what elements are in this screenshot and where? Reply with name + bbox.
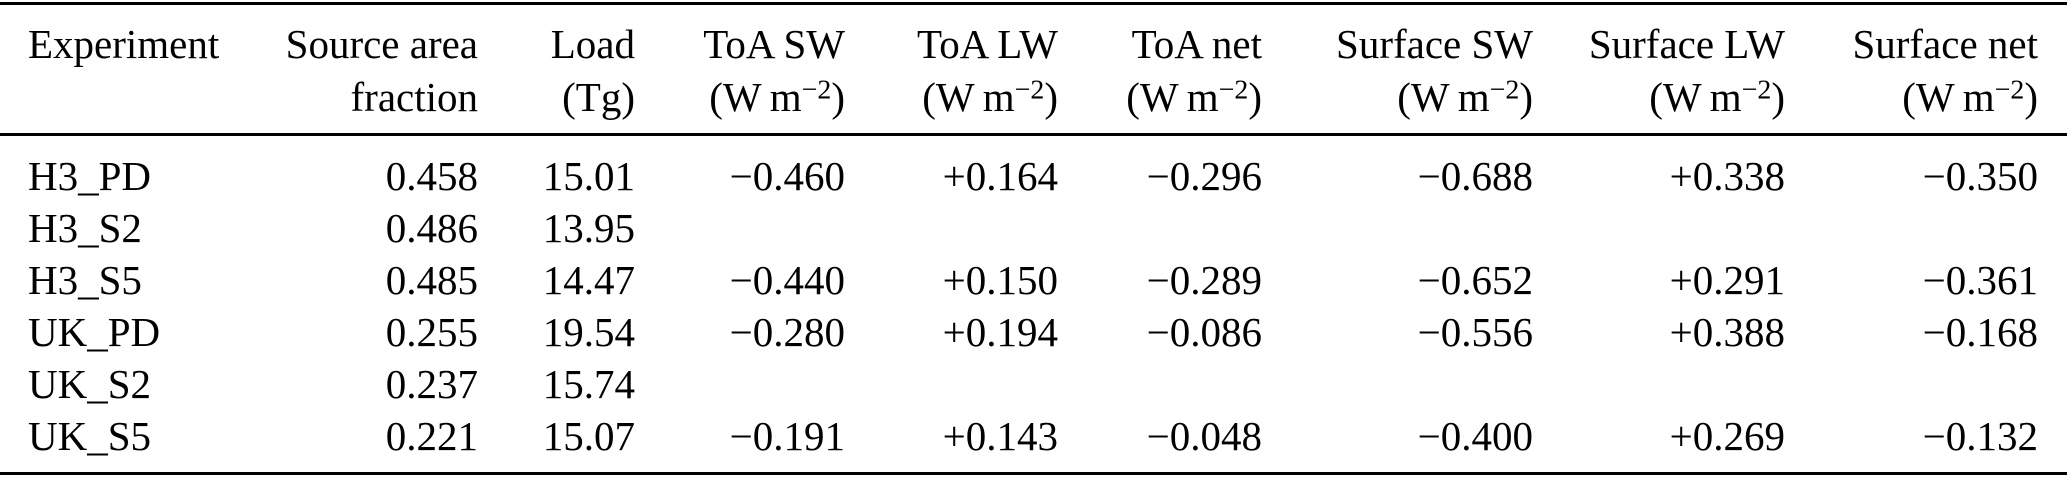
cell-surface-lw: +0.388 xyxy=(1669,309,1785,355)
cell-surface-net xyxy=(1785,358,2067,410)
cell-surface-lw: +0.269 xyxy=(1669,413,1785,459)
cell-source-area-fraction: 0.458 xyxy=(385,153,478,199)
col-header-surface-sw-label: Surface SW xyxy=(1336,21,1533,67)
table-row-h3-pd: H3_PD 0.458 15.01 −0.460 +0.164 −0.296 −… xyxy=(0,135,2067,203)
cell-surface-lw xyxy=(1533,358,1785,410)
cell-load: 15.07 xyxy=(542,413,635,459)
unit-exponent: −2 xyxy=(1994,74,2025,106)
col-header-load: Load (Tg) xyxy=(478,3,635,136)
col-header-toa-sw: ToA SW (W m−2) xyxy=(635,3,845,136)
cell-toa-net xyxy=(1058,358,1262,410)
cell-toa-sw xyxy=(635,358,845,410)
cell-toa-net: −0.048 xyxy=(1146,413,1262,459)
table-row-h3-s2: H3_S2 0.486 13.95 xyxy=(0,202,2067,254)
cell-load: 13.95 xyxy=(542,205,635,251)
unit-exponent: −2 xyxy=(801,74,832,106)
cell-experiment: H3_PD xyxy=(28,153,152,199)
cell-load: 15.01 xyxy=(542,153,635,199)
table-header: Experiment Source area fraction Load (Tg… xyxy=(0,3,2067,136)
cell-surface-sw: −0.652 xyxy=(1417,257,1533,303)
cell-load: 14.47 xyxy=(542,257,635,303)
cell-load: 19.54 xyxy=(542,309,635,355)
cell-toa-lw: +0.164 xyxy=(942,153,1058,199)
cell-toa-net: −0.296 xyxy=(1146,153,1262,199)
cell-toa-lw: +0.150 xyxy=(942,257,1058,303)
table-body: H3_PD 0.458 15.01 −0.460 +0.164 −0.296 −… xyxy=(0,135,2067,474)
cell-surface-net: −0.361 xyxy=(1922,257,2038,303)
cell-surface-lw xyxy=(1533,202,1785,254)
cell-surface-lw: +0.338 xyxy=(1669,153,1785,199)
cell-load: 15.74 xyxy=(542,361,635,407)
col-header-surface-sw-unit: (W m−2) xyxy=(1397,74,1533,120)
col-header-surface-sw: Surface SW (W m−2) xyxy=(1262,3,1533,136)
cell-toa-lw: +0.194 xyxy=(942,309,1058,355)
cell-source-area-fraction: 0.486 xyxy=(385,205,478,251)
unit-exponent: −2 xyxy=(1218,74,1249,106)
col-header-source-area-fraction: Source area fraction xyxy=(280,3,478,136)
col-header-source-area-line2: fraction xyxy=(350,74,478,120)
cell-source-area-fraction: 0.221 xyxy=(385,413,478,459)
cell-toa-sw xyxy=(635,202,845,254)
table-row-uk-s5: UK_S5 0.221 15.07 −0.191 +0.143 −0.048 −… xyxy=(0,410,2067,474)
col-header-experiment: Experiment xyxy=(0,3,280,136)
unit-exponent: −2 xyxy=(1741,74,1772,106)
col-header-toa-lw: ToA LW (W m−2) xyxy=(845,3,1058,136)
table-row-h3-s5: H3_S5 0.485 14.47 −0.440 +0.150 −0.289 −… xyxy=(0,254,2067,306)
cell-surface-net: −0.168 xyxy=(1922,309,2038,355)
cell-surface-sw: −0.556 xyxy=(1417,309,1533,355)
cell-source-area-fraction: 0.255 xyxy=(385,309,478,355)
unit-exponent: −2 xyxy=(1014,74,1045,106)
cell-toa-net: −0.289 xyxy=(1146,257,1262,303)
unit-exponent: −2 xyxy=(1489,74,1520,106)
cell-toa-net: −0.086 xyxy=(1146,309,1262,355)
col-header-toa-net-unit: (W m−2) xyxy=(1126,74,1262,120)
col-header-experiment-label: Experiment xyxy=(28,21,220,67)
col-header-surface-lw-unit: (W m−2) xyxy=(1649,74,1785,120)
cell-experiment: UK_S5 xyxy=(28,413,152,459)
col-header-toa-net-label: ToA net xyxy=(1131,21,1262,67)
cell-surface-net xyxy=(1785,202,2067,254)
table-row-uk-pd: UK_PD 0.255 19.54 −0.280 +0.194 −0.086 −… xyxy=(0,306,2067,358)
col-header-source-area-line1: Source area xyxy=(285,21,478,67)
cell-toa-sw: −0.440 xyxy=(729,257,845,303)
cell-source-area-fraction: 0.237 xyxy=(385,361,478,407)
table-row-uk-s2: UK_S2 0.237 15.74 xyxy=(0,358,2067,410)
col-header-surface-net: Surface net (W m−2) xyxy=(1785,3,2067,136)
col-header-surface-lw: Surface LW (W m−2) xyxy=(1533,3,1785,136)
cell-surface-sw xyxy=(1262,202,1533,254)
col-header-toa-lw-unit: (W m−2) xyxy=(922,74,1058,120)
cell-experiment: UK_PD xyxy=(28,309,161,355)
cell-toa-lw: +0.143 xyxy=(942,413,1058,459)
cell-toa-lw xyxy=(845,202,1058,254)
cell-experiment: UK_S2 xyxy=(28,361,152,407)
col-header-toa-sw-label: ToA SW xyxy=(703,21,845,67)
col-header-load-label: Load xyxy=(550,21,635,67)
cell-surface-sw: −0.688 xyxy=(1417,153,1533,199)
col-header-surface-net-unit: (W m−2) xyxy=(1902,74,2038,120)
cell-surface-net: −0.132 xyxy=(1922,413,2038,459)
cell-source-area-fraction: 0.485 xyxy=(385,257,478,303)
col-header-load-unit: (Tg) xyxy=(562,74,635,120)
col-header-toa-lw-label: ToA LW xyxy=(917,21,1058,67)
cell-surface-sw xyxy=(1262,358,1533,410)
cell-surface-sw: −0.400 xyxy=(1417,413,1533,459)
col-header-surface-lw-label: Surface LW xyxy=(1588,21,1785,67)
header-row: Experiment Source area fraction Load (Tg… xyxy=(0,3,2067,136)
col-header-surface-net-label: Surface net xyxy=(1852,21,2038,67)
cell-toa-sw: −0.460 xyxy=(729,153,845,199)
cell-surface-net: −0.350 xyxy=(1922,153,2038,199)
cell-experiment: H3_S5 xyxy=(28,257,142,303)
col-header-toa-net: ToA net (W m−2) xyxy=(1058,3,1262,136)
cell-experiment: H3_S2 xyxy=(28,205,142,251)
cell-toa-lw xyxy=(845,358,1058,410)
cell-toa-sw: −0.280 xyxy=(729,309,845,355)
col-header-toa-sw-unit: (W m−2) xyxy=(709,74,845,120)
cell-toa-net xyxy=(1058,202,1262,254)
cell-toa-sw: −0.191 xyxy=(729,413,845,459)
cell-surface-lw: +0.291 xyxy=(1669,257,1785,303)
